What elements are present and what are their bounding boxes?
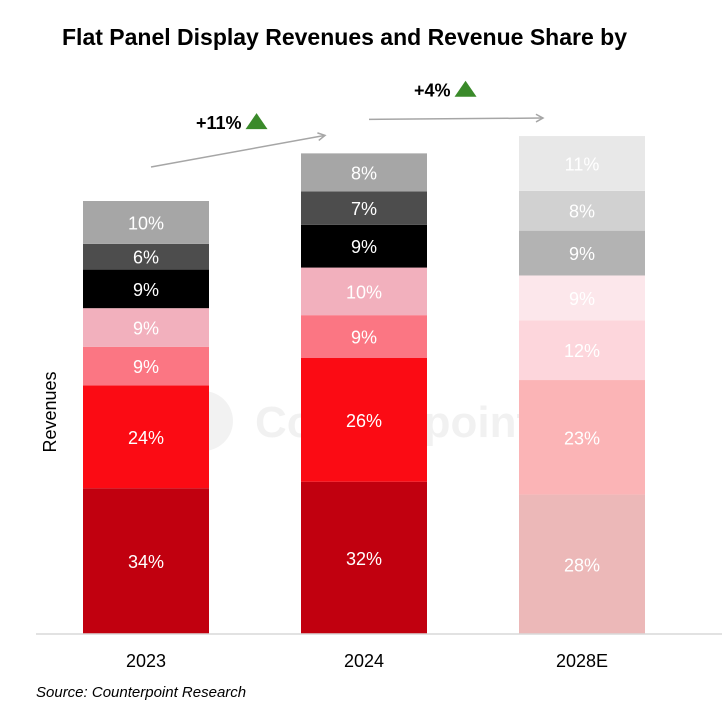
growth-arrow-line	[150, 134, 326, 168]
bar-segment	[83, 243, 209, 270]
bar-segment	[83, 346, 209, 386]
growth-arrow-line	[368, 117, 544, 121]
bar-2023: 34% 24% 9% 9% 9% 6% 10%	[83, 201, 209, 634]
bar-segment	[519, 380, 645, 495]
x-tick-label: 2024	[344, 651, 384, 671]
source-note: Source: Counterpoint Research	[36, 684, 247, 701]
bar-segment	[301, 267, 427, 316]
bar-segment	[83, 269, 209, 309]
segment-label: 9%	[569, 244, 595, 264]
bar-segment	[519, 275, 645, 321]
segment-label: 9%	[569, 289, 595, 309]
bar-2024: 32% 26% 9% 10% 9% 7% 8%	[301, 153, 427, 634]
bar-segment	[301, 315, 427, 358]
bar-segment	[519, 320, 645, 381]
segment-label: 9%	[133, 357, 159, 377]
growth-annotation: +4%	[368, 80, 545, 123]
segment-label: 9%	[133, 280, 159, 300]
bars: 34% 24% 9% 9% 9% 6% 10% 32% 26% 9% 10% 9% 7% 8% 28% 23%…	[83, 136, 645, 634]
bar-2028E: 28% 23% 12% 9% 9% 8% 11%	[519, 136, 645, 634]
arrowhead-icon	[535, 113, 545, 123]
segment-label: 8%	[569, 202, 595, 222]
growth-label: +4%	[414, 81, 451, 101]
bar-segment	[83, 201, 209, 244]
bar-segment	[519, 494, 645, 634]
segment-label: 11%	[565, 154, 600, 174]
growth-annotations: +11% +4%	[150, 80, 545, 168]
segment-label: 9%	[351, 328, 377, 348]
segment-label: 28%	[564, 555, 600, 575]
bar-segment	[301, 481, 427, 634]
segment-label: 6%	[133, 248, 159, 268]
growth-label: +11%	[196, 113, 242, 133]
x-tick-label: 2023	[126, 651, 166, 671]
segment-label: 32%	[346, 549, 382, 569]
chart-title: Flat Panel Display Revenues and Revenue …	[62, 24, 627, 50]
segment-label: 7%	[351, 199, 377, 219]
bar-segment	[519, 230, 645, 276]
segment-label: 24%	[128, 428, 164, 448]
segment-label: 9%	[351, 237, 377, 257]
bar-segment	[83, 385, 209, 489]
arrowhead-icon	[317, 132, 327, 141]
x-axis-ticks: 2023 2024 2028E	[126, 651, 608, 671]
segment-label: 23%	[564, 428, 600, 448]
segment-label: 10%	[128, 213, 164, 233]
bar-segment	[301, 357, 427, 482]
segment-label: 34%	[128, 552, 164, 572]
x-tick-label: 2028E	[556, 651, 608, 671]
bar-segment	[83, 488, 209, 634]
segment-label: 8%	[351, 163, 377, 183]
bar-segment	[519, 136, 645, 191]
segment-label: 12%	[564, 341, 600, 361]
bar-segment	[301, 191, 427, 225]
bar-segment	[301, 153, 427, 192]
growth-annotation: +11%	[150, 113, 327, 168]
up-triangle-icon	[454, 80, 477, 97]
segment-label: 26%	[346, 411, 382, 431]
up-triangle-icon	[245, 113, 268, 130]
segment-label: 10%	[346, 282, 382, 302]
y-axis-label: Revenues	[40, 371, 60, 452]
bar-segment	[519, 190, 645, 231]
bar-segment	[83, 308, 209, 347]
segment-label: 9%	[133, 318, 159, 338]
bar-segment	[301, 224, 427, 268]
